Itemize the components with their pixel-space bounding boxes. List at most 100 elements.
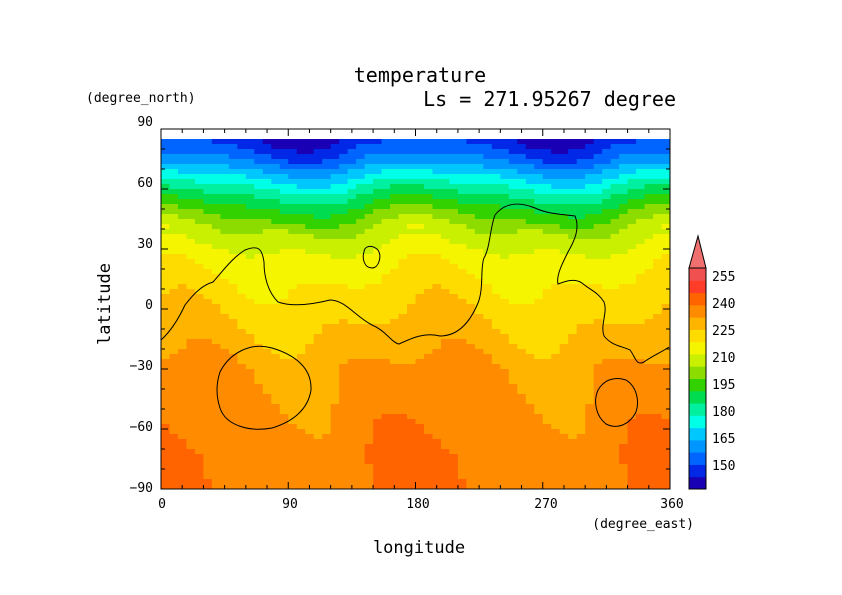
field-cell (466, 279, 476, 285)
field-cell (653, 239, 663, 245)
field-cell (440, 159, 451, 165)
field-cell (432, 249, 442, 255)
field-cell (636, 174, 646, 180)
field-cell (542, 319, 552, 325)
field-cell (313, 384, 323, 390)
field-cell (602, 189, 612, 195)
field-cell (449, 239, 459, 245)
field-cell (237, 144, 247, 150)
field-cell (474, 429, 484, 435)
field-cell (237, 194, 247, 200)
field-cell (339, 209, 349, 215)
field-cell (474, 359, 484, 365)
field-cell (254, 219, 264, 225)
field-cell (356, 484, 366, 489)
field-cell (254, 319, 264, 325)
field-cell (373, 334, 383, 340)
field-cell (296, 269, 306, 275)
field-cell (559, 304, 569, 310)
field-cell (636, 289, 646, 295)
field-cell (364, 319, 374, 325)
field-cell (364, 314, 374, 320)
field-cell (390, 304, 400, 310)
field-cell (525, 169, 535, 175)
field-cell (203, 194, 213, 200)
field-cell (271, 234, 281, 240)
field-cell (398, 229, 408, 235)
field-cell (262, 444, 272, 450)
field-cell (483, 399, 493, 405)
field-cell (627, 179, 637, 185)
field-cell (449, 199, 459, 205)
field-cell (551, 434, 561, 440)
field-cell (415, 204, 425, 210)
field-cell (254, 374, 264, 380)
field-cell (619, 459, 629, 465)
field-cell (407, 139, 417, 145)
field-cell (534, 379, 544, 385)
field-cell (228, 344, 238, 350)
field-cell (305, 224, 315, 230)
field-cell (474, 444, 484, 450)
field-cell (661, 254, 670, 260)
field-cell (432, 229, 442, 235)
field-cell (619, 259, 629, 265)
field-cell (610, 334, 620, 340)
field-cell (228, 444, 238, 450)
field-cell (211, 349, 221, 355)
field-cell (288, 284, 298, 290)
field-cell (373, 464, 383, 470)
field-cell (627, 269, 637, 275)
field-cell (305, 429, 315, 435)
field-cell (415, 334, 425, 340)
field-cell (627, 434, 637, 440)
field-cell (559, 189, 569, 195)
field-cell (585, 219, 595, 225)
field-cell (627, 379, 637, 385)
field-cell (619, 159, 629, 165)
field-cell (407, 164, 417, 170)
field-cell (161, 359, 171, 365)
field-cell (423, 329, 434, 335)
field-cell (177, 409, 188, 415)
field-cell (568, 409, 578, 415)
field-cell (551, 354, 561, 360)
field-cell (211, 444, 221, 450)
continent-outline (161, 203, 670, 364)
field-cell (619, 199, 629, 205)
field-cell (423, 479, 434, 485)
field-cell (602, 364, 612, 370)
field-cell (423, 444, 434, 450)
field-cell (585, 279, 595, 285)
y-tick-label: 30 (137, 237, 153, 252)
field-cell (330, 274, 340, 280)
field-cell (525, 399, 535, 405)
field-cell (551, 264, 561, 270)
field-cell (440, 449, 451, 455)
field-cell (661, 469, 670, 475)
field-cell (373, 319, 383, 325)
field-cell (220, 154, 230, 160)
field-cell (390, 434, 400, 440)
field-cell (161, 414, 171, 420)
field-cell (517, 144, 527, 150)
field-cell (313, 304, 323, 310)
field-cell (415, 224, 425, 230)
field-cell (644, 219, 654, 225)
field-cell (432, 139, 442, 145)
field-cell (542, 464, 552, 470)
field-cell (576, 229, 586, 235)
field-cell (517, 309, 527, 315)
field-cell (661, 159, 670, 165)
field-cell (322, 314, 332, 320)
field-cell (644, 464, 654, 470)
field-cell (491, 364, 501, 370)
field-cell (194, 384, 205, 390)
field-cell (457, 349, 467, 355)
field-cell (585, 429, 595, 435)
field-cell (254, 484, 264, 489)
field-cell (449, 159, 459, 165)
field-cell (500, 324, 510, 330)
colorbar-swatch (689, 415, 706, 429)
field-cell (593, 359, 603, 365)
